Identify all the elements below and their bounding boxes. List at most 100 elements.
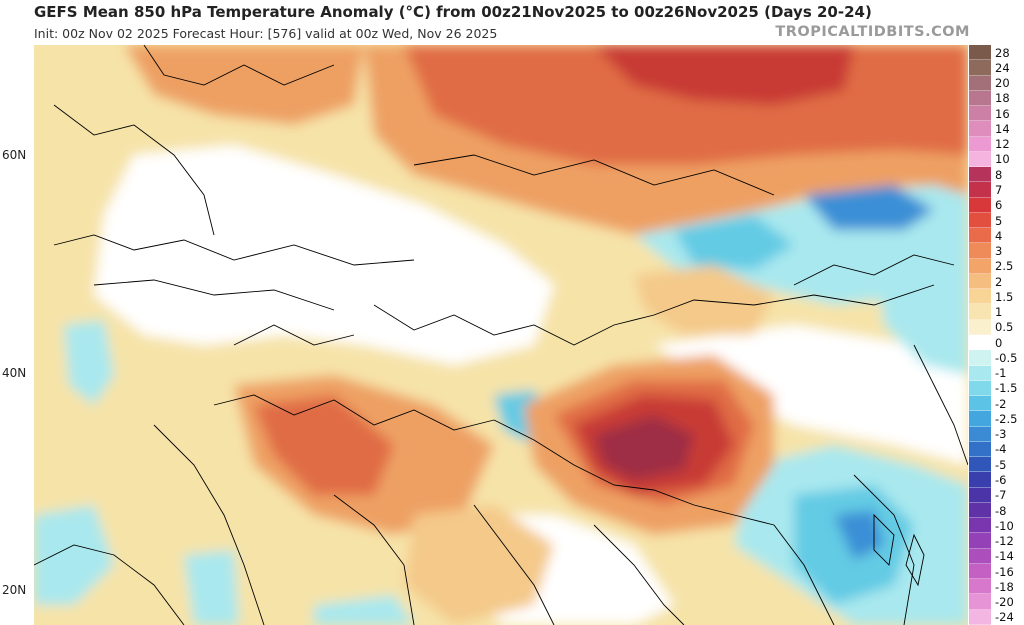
border-line	[493, 419, 775, 526]
colorbar-label: 2.5	[995, 259, 1014, 274]
lat-label-60n: 60N	[2, 148, 27, 162]
colorbar-label: 18	[995, 91, 1010, 106]
anomaly-hot-north	[594, 45, 854, 105]
lat-label-20n: 20N	[2, 583, 27, 597]
border-line	[853, 474, 915, 625]
colorbar-swatch	[969, 335, 991, 351]
colorbar-label: 5	[995, 213, 1003, 228]
colorbar-label: -2.5	[995, 411, 1018, 426]
colorbar-swatch	[969, 487, 991, 503]
colorbar-swatch	[969, 243, 991, 259]
colorbar-swatch	[969, 609, 991, 625]
border-line	[413, 154, 775, 196]
border-line	[873, 513, 895, 566]
colorbar-swatch	[969, 457, 991, 473]
anomaly-cold-baikal	[804, 185, 934, 230]
border-line	[53, 234, 415, 266]
anomaly-cold-southeast-pocket	[834, 510, 884, 560]
colorbar-swatch	[969, 365, 991, 381]
anomaly-cool-northeast-china	[874, 235, 968, 375]
colorbar-swatch	[969, 273, 991, 290]
colorbar-swatch	[969, 533, 991, 549]
colorbar-label: -1	[995, 366, 1007, 381]
anomaly-warm-middle-east-core	[254, 395, 394, 495]
colorbar-label: 0.5	[995, 320, 1014, 335]
colorbar-swatch	[969, 441, 991, 458]
colorbar-label: 8	[995, 167, 1003, 182]
border-line	[233, 324, 355, 346]
colorbar-label: 4	[995, 228, 1003, 243]
border-line	[93, 279, 335, 311]
colorbar-swatch	[969, 197, 991, 213]
colorbar-swatch	[969, 518, 991, 534]
colorbar-label: -14	[995, 549, 1014, 564]
colorbar-label: -8	[995, 503, 1007, 518]
border-line	[913, 344, 968, 466]
colorbar-label: -0.5	[995, 350, 1018, 365]
colorbar-legend: 28 24 20 18 16 14 12 10 8 7 6 5 4 3 2.5 2 1.5 1 0.5 0 -0.5 -1…	[969, 45, 1024, 625]
colorbar-label: 16	[995, 106, 1010, 121]
anomaly-warm-northwest	[124, 45, 364, 125]
colorbar-label: -5	[995, 457, 1007, 472]
colorbar-swatch	[969, 228, 991, 244]
colorbar-swatch	[969, 411, 991, 427]
colorbar-swatch	[969, 182, 991, 198]
colorbar-label: -12	[995, 534, 1014, 549]
border-line	[143, 45, 335, 86]
colorbar-swatch	[969, 75, 991, 91]
anomaly-cool-balkans	[64, 320, 114, 405]
border-line	[905, 533, 925, 587]
colorbar-swatch	[969, 60, 991, 76]
border-line	[773, 524, 835, 625]
colorbar-swatch	[969, 548, 991, 564]
map-borders	[34, 45, 968, 625]
border-line	[34, 544, 185, 625]
colorbar-label: 20	[995, 76, 1010, 91]
border-line	[213, 394, 495, 431]
colorbar-label: -7	[995, 488, 1007, 503]
colorbar-label: 2	[995, 274, 1003, 289]
border-line	[333, 494, 415, 625]
anomaly-neutral-east	[654, 325, 968, 465]
colorbar-swatch	[969, 167, 991, 183]
colorbar-label: 3	[995, 244, 1003, 259]
colorbar-swatch	[969, 594, 991, 610]
colorbar-swatch	[969, 212, 991, 229]
colorbar-label: -16	[995, 564, 1014, 579]
colorbar-label: 12	[995, 137, 1010, 152]
anomaly-warm-india	[404, 505, 554, 625]
colorbar-label: 28	[995, 45, 1010, 60]
border-line	[53, 104, 215, 236]
colorbar-label: 7	[995, 183, 1003, 197]
anomaly-warm-central-asia	[634, 265, 774, 335]
lat-label-40n: 40N	[2, 366, 27, 380]
colorbar-swatch	[969, 151, 991, 168]
border-line	[473, 504, 555, 625]
colorbar-swatch	[969, 106, 991, 122]
colorbar-swatch	[969, 502, 991, 519]
border-line	[153, 424, 265, 625]
colorbar-label: -4	[995, 442, 1007, 457]
colorbar-swatch	[969, 258, 991, 274]
colorbar-label: 1.5	[995, 289, 1014, 304]
colorbar-swatch	[969, 563, 991, 580]
colorbar-label: -10	[995, 518, 1014, 533]
colorbar-swatch	[969, 579, 991, 595]
init-forecast-info: Init: 00z Nov 02 2025 Forecast Hour: [57…	[34, 26, 498, 41]
colorbar-label: 1	[995, 305, 1003, 320]
border-line	[593, 524, 685, 625]
colorbar-label: 24	[995, 60, 1010, 75]
colorbar-swatch	[969, 121, 991, 137]
brand-watermark: TROPICALTIDBITS.COM	[775, 24, 970, 40]
colorbar-label: -18	[995, 579, 1014, 594]
colorbar-swatch	[969, 45, 991, 61]
colorbar-swatch	[969, 90, 991, 107]
map-title: GEFS Mean 850 hPa Temperature Anomaly (°…	[34, 3, 872, 21]
colorbar-swatch	[969, 472, 991, 488]
colorbar-swatch	[969, 350, 991, 366]
colorbar-label: 14	[995, 121, 1010, 136]
colorbar-swatch	[969, 304, 991, 320]
colorbar-swatch	[969, 136, 991, 152]
anomaly-cool-arabian-sea	[314, 595, 414, 625]
border-line	[373, 284, 935, 346]
